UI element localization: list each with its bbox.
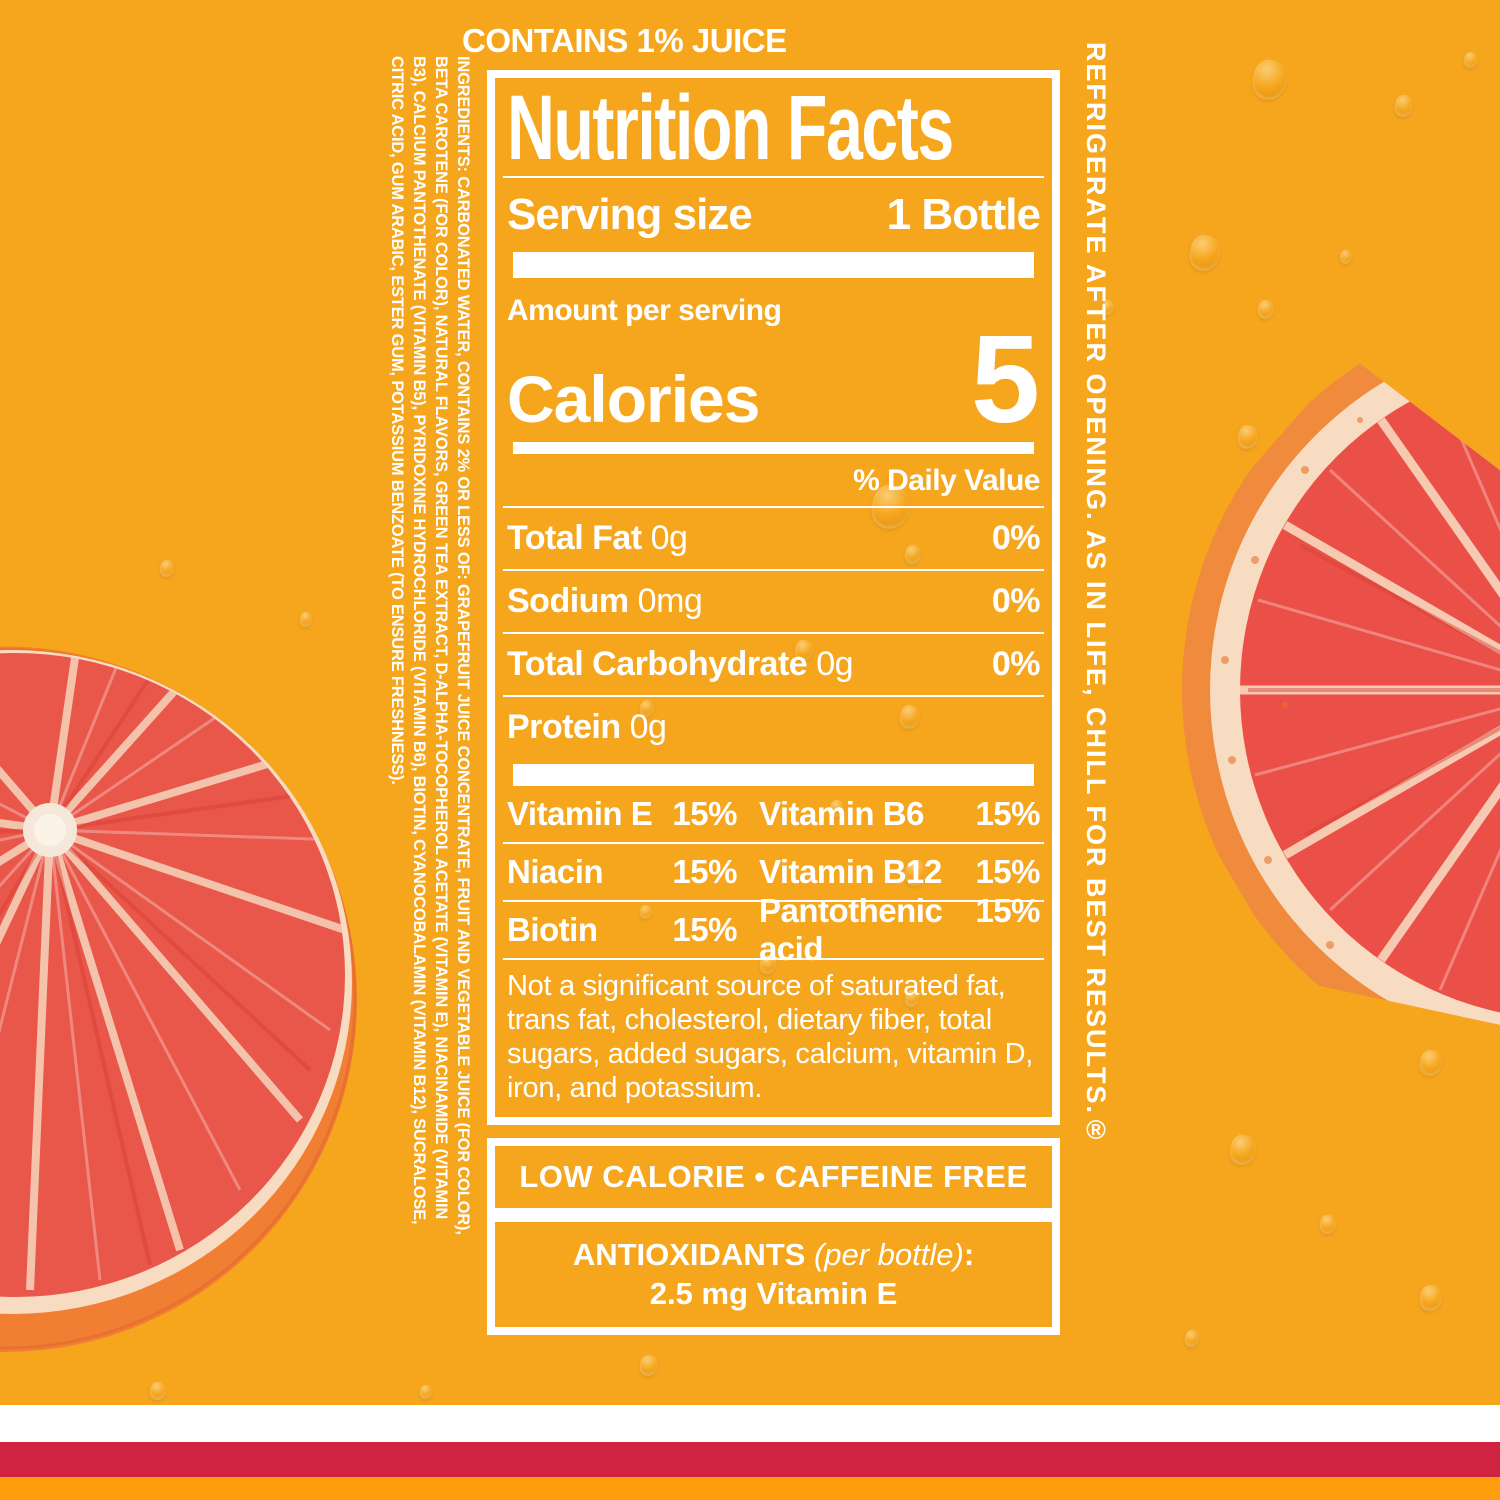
daily-value-header: % Daily Value xyxy=(853,463,1040,497)
vitamin-name: Vitamin E xyxy=(507,794,653,832)
bottom-stripe-orange xyxy=(0,1477,1500,1500)
water-droplet xyxy=(1338,248,1354,266)
divider xyxy=(503,957,1044,960)
water-droplet xyxy=(1249,56,1291,104)
grapefruit-half-image xyxy=(0,646,357,1352)
divider xyxy=(503,568,1044,571)
water-droplet xyxy=(418,1383,434,1401)
nutrient-dv: 0% xyxy=(991,581,1041,620)
vitamin-row: Niacin 15% Vitamin B12 15% xyxy=(507,844,1040,900)
ingredients-line: BETA CAROTENE (FOR COLOR), NATURAL FLAVO… xyxy=(432,56,450,1220)
grapefruit-wedge-image xyxy=(1182,356,1500,1026)
nutrient-row-sodium: Sodium 0mg 0% xyxy=(507,571,1041,632)
water-droplet xyxy=(158,558,176,579)
serving-size-label: Serving size xyxy=(507,189,753,239)
bottom-stripe-red xyxy=(0,1442,1500,1477)
water-droplet xyxy=(1417,1282,1445,1314)
vitamin-dv: 15% xyxy=(672,910,737,948)
nutrient-row-protein: Protein 0g xyxy=(507,697,1040,758)
nutrition-facts-panel: Nutrition Facts Serving size 1 Bottle Am… xyxy=(487,70,1060,1125)
vitamin-name: Pantothenic acid xyxy=(758,891,943,967)
vitamin-dv: 15% xyxy=(672,852,737,890)
divider xyxy=(503,841,1044,844)
nutrient-amount: 0g xyxy=(629,707,667,746)
vitamin-dv: 15% xyxy=(672,794,737,832)
nutrient-row-carbohydrate: Total Carbohydrate 0g 0% xyxy=(507,634,1041,695)
water-droplet xyxy=(638,1353,660,1378)
bottom-stripe-white xyxy=(0,1405,1500,1442)
antioxidants-value: 2.5 mg Vitamin E xyxy=(649,1275,898,1311)
thick-divider xyxy=(513,763,1034,786)
calories-row: Calories 5 xyxy=(507,310,1040,449)
nutrient-name: Total Fat xyxy=(507,518,642,557)
refrigerate-text: REFRIGERATE AFTER OPENING. AS IN LIFE, C… xyxy=(1081,42,1111,1148)
vitamin-dv: 15% xyxy=(975,891,1040,929)
thick-divider xyxy=(513,251,1034,278)
serving-size-row: Serving size 1 Bottle xyxy=(507,178,1041,240)
vitamin-dv: 15% xyxy=(975,852,1040,890)
calories-value: 5 xyxy=(971,310,1040,449)
water-droplet xyxy=(148,1380,168,1402)
antioxidants-note: (per bottle) xyxy=(813,1236,964,1272)
amount-per-serving-label: Amount per serving xyxy=(507,293,782,327)
vitamin-row: Vitamin E 15% Vitamin B6 15% xyxy=(507,786,1040,842)
calories-label: Calories xyxy=(507,361,760,436)
serving-size-value: 1 Bottle xyxy=(886,189,1041,239)
vitamin-name: Vitamin B6 xyxy=(758,794,924,832)
divider xyxy=(495,1208,1052,1222)
nutrient-name: Protein xyxy=(507,707,621,746)
nutrient-amount: 0mg xyxy=(637,581,703,620)
nutrient-row-total-fat: Total Fat 0g 0% xyxy=(507,508,1041,569)
vitamin-row: Biotin 15% Pantothenic acid 15% xyxy=(507,892,1040,967)
vitamin-name: Vitamin B12 xyxy=(758,852,942,890)
water-droplet xyxy=(1256,298,1276,321)
nutrient-name: Sodium xyxy=(507,581,629,620)
ingredients-line: CITRIC ACID, GUM ARABIC, ESTER GUM, POTA… xyxy=(388,56,406,785)
divider xyxy=(503,505,1044,508)
ingredients-text: INGREDIENTS: CARBONATED WATER, CONTAINS … xyxy=(384,56,474,1376)
nutrition-footnote: Not a significant source of saturated fa… xyxy=(507,969,1034,1104)
nutrient-amount: 0g xyxy=(816,644,854,683)
nutrient-name: Total Carbohydrate xyxy=(507,644,808,683)
divider xyxy=(503,899,1044,902)
water-droplet xyxy=(1417,1047,1445,1079)
contains-juice-caption: CONTAINS 1% JUICE xyxy=(462,22,787,59)
nutrient-amount: 0g xyxy=(650,518,688,557)
nutrition-facts-title: Nutrition Facts xyxy=(507,77,954,179)
vitamin-dv: 15% xyxy=(975,794,1040,832)
water-droplet xyxy=(1227,1132,1259,1168)
antioxidants-badge: ANTIOXIDANTS (per bottle): 2.5 mg Vitami… xyxy=(495,1222,1052,1327)
nutrient-dv: 0% xyxy=(991,518,1041,557)
water-droplet xyxy=(1183,1328,1201,1349)
water-droplet xyxy=(1318,1213,1338,1236)
antioxidants-colon: : xyxy=(963,1236,975,1272)
thick-divider xyxy=(513,441,1034,454)
divider xyxy=(503,694,1044,697)
vitamin-name: Niacin xyxy=(507,852,604,890)
water-droplet xyxy=(1462,50,1480,70)
low-calorie-badge: LOW CALORIE • CAFFEINE FREE xyxy=(519,1159,1028,1194)
badge-box: LOW CALORIE • CAFFEINE FREE ANTIOXIDANTS… xyxy=(487,1138,1060,1335)
antioxidants-label: ANTIOXIDANTS xyxy=(572,1236,814,1272)
water-droplet xyxy=(1392,93,1416,119)
ingredients-line: INGREDIENTS: CARBONATED WATER, CONTAINS … xyxy=(454,56,472,1235)
vitamin-name: Biotin xyxy=(507,910,598,948)
nutrient-dv: 0% xyxy=(991,644,1041,683)
divider xyxy=(503,175,1044,178)
divider xyxy=(503,631,1044,634)
water-droplet xyxy=(1186,232,1224,274)
ingredients-line: B3), CALCIUM PANTOTHENATE (VITAMIN B5), … xyxy=(410,56,428,1225)
